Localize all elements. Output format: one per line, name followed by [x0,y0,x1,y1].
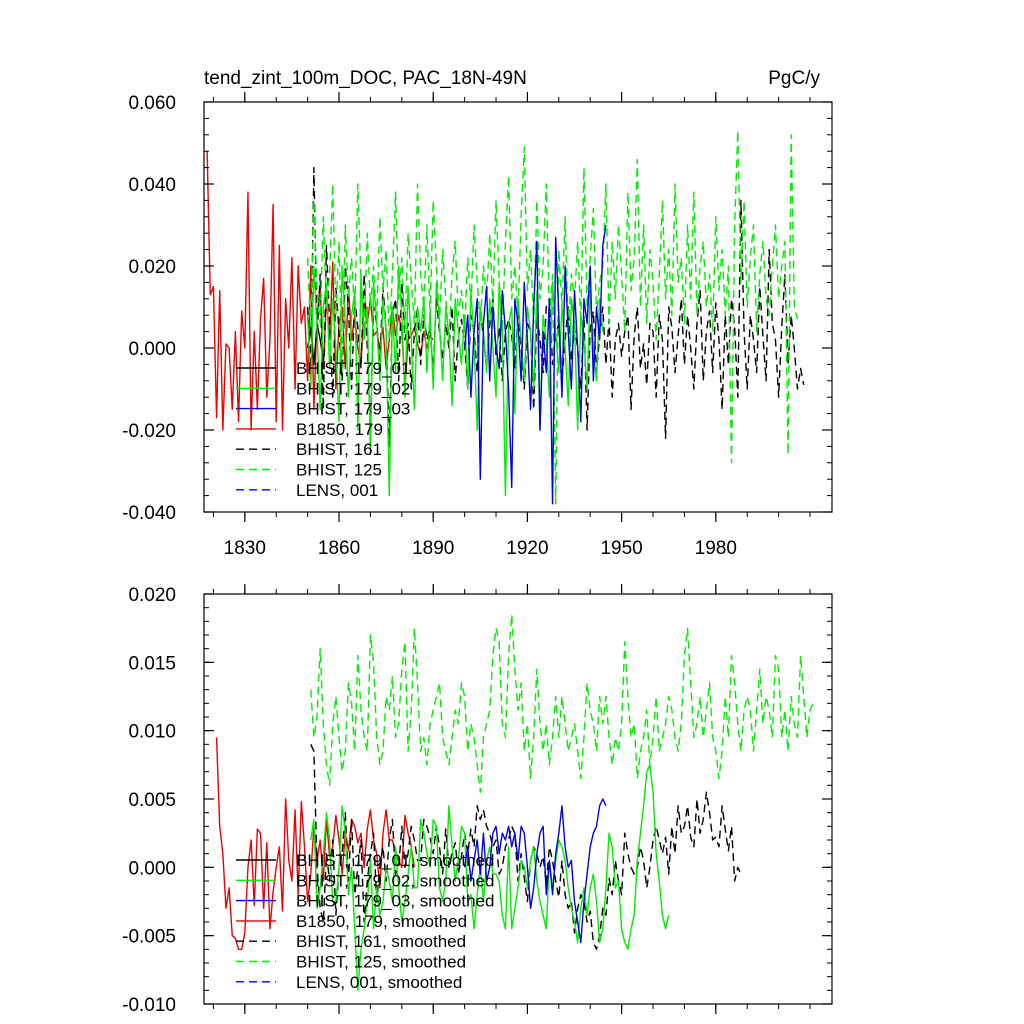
x-tick-label: 1980 [695,538,737,559]
y-tick-label: 0.000 [128,858,176,879]
legend-label: BHIST, 179_01, smoothed [296,851,494,870]
y-tick-label: 0.000 [128,339,176,360]
legend-label: LENS, 001, smoothed [296,973,462,992]
legend-label: B1850, 179, smoothed [296,912,467,931]
x-tick-label: 1830 [224,538,266,559]
series-line-bhist-179-03-smoothed [463,798,607,944]
legend-label: LENS, 001 [296,481,378,500]
top-chart-axes: 0.060 0.040 0.020 0.000 -0.020 -0.040 1830 1860… [122,92,833,559]
legend-label: BHIST, 179_03 [296,400,410,419]
x-tick-label: 1950 [600,538,642,559]
y-tick-label: -0.010 [122,995,176,1016]
legend-label: BHIST, 125 [296,461,382,480]
bottom-chart-axes: 0.020 0.015 0.010 0.005 0.000 -0.005 -0.010 [122,584,833,1016]
y-tick-label: 0.020 [128,257,176,278]
x-tick-label: 1860 [318,538,360,559]
y-tick-label: -0.040 [122,503,176,524]
series-line-bhist-179-03 [463,224,607,505]
series-line-b1850-179-smoothed [215,737,416,951]
y-tick-label: 0.015 [128,653,176,674]
legend-label: BHIST, 179_03, smoothed [296,892,494,911]
series-line-bhist-179-01 [306,322,325,366]
y-tick-label: -0.005 [122,927,176,948]
legend-label: BHIST, 179_02 [296,379,410,398]
plot-frame [203,101,833,513]
top-chart-title: tend_zint_100m_DOC, PAC_18N-49N [204,68,527,89]
legend-label: B1850, 179 [296,420,383,439]
y-tick-label: 0.040 [128,175,176,196]
series-line-bhist-125-smoothed [310,613,814,793]
legend-label: BHIST, 161, smoothed [296,932,466,951]
y-tick-label: -0.020 [122,421,176,442]
legend-label: BHIST, 179_02, smoothed [296,871,494,890]
x-tick-label: 1890 [412,538,454,559]
x-tick-label: 1920 [506,538,548,559]
y-tick-label: 0.010 [128,722,176,743]
legend-label: BHIST, 179_01 [296,359,410,378]
top-chart-series [206,129,805,505]
series-line-bhist-125 [306,129,799,505]
legend-label: BHIST, 161 [296,440,382,459]
bottom-chart-series [215,613,814,992]
y-tick-label: 0.020 [128,585,176,606]
top-chart-units: PgC/y [768,68,820,89]
y-tick-label: 0.060 [128,93,176,114]
y-tick-label: 0.005 [128,790,176,811]
series-line-bhist-179-02 [306,265,604,497]
series-line-bhist-179-02-smoothed [310,764,670,992]
top-chart-panel: tend_zint_100m_DOC, PAC_18N-49N PgC/y 0.… [122,68,833,559]
bottom-chart-panel: 0.020 0.015 0.010 0.005 0.000 -0.005 -0.010 BH… [122,584,833,1016]
legend-label: BHIST, 125, smoothed [296,953,466,972]
series-line-bhist-161-smoothed [310,744,742,951]
